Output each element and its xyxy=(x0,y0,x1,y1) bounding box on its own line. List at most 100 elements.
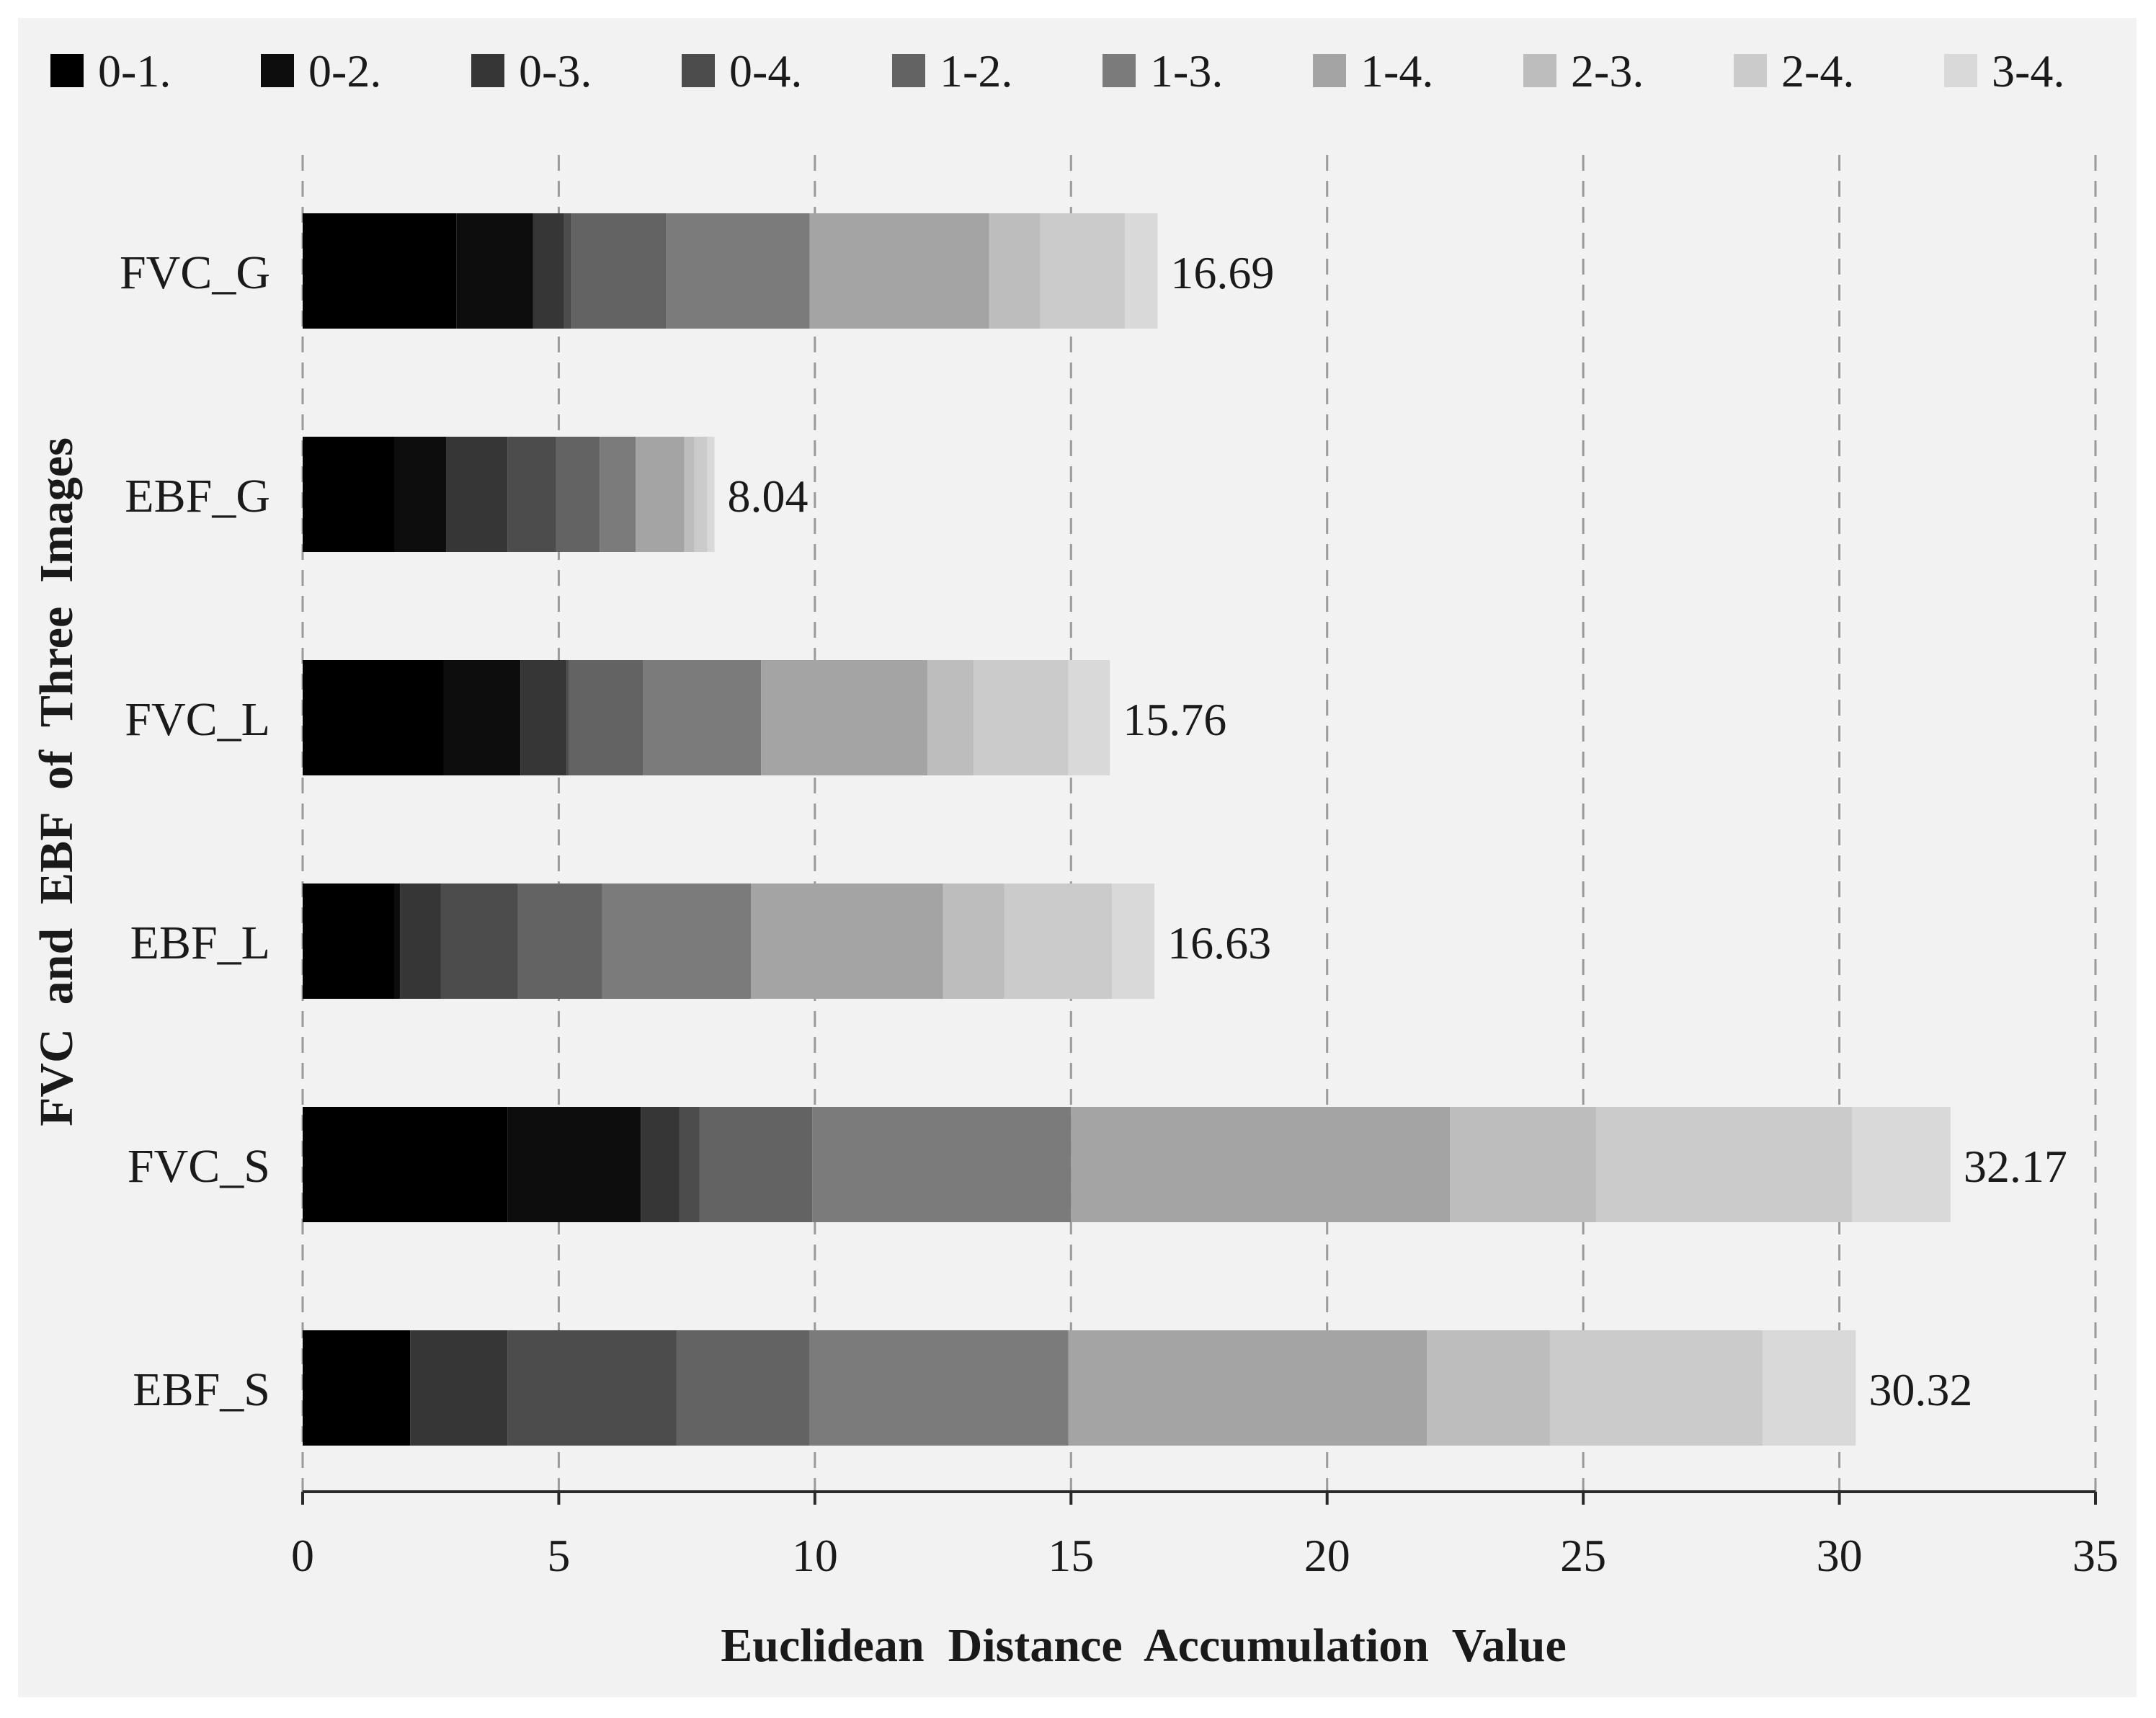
bar-segment xyxy=(533,213,564,329)
bar-segment xyxy=(440,884,518,999)
bar-segment xyxy=(517,884,602,999)
bar-segment xyxy=(751,884,943,999)
legend-label: 0-1. xyxy=(98,45,171,97)
bar-segment xyxy=(666,213,810,329)
bar-segment xyxy=(927,660,974,775)
bar-segment xyxy=(809,213,989,329)
bar-segment xyxy=(520,660,567,775)
y-category-labels: FVC_G EBF_G FVC_L EBF_L FVC_S EBF_S xyxy=(120,246,270,1416)
bar-segment xyxy=(303,1330,411,1446)
legend-label: 1-4. xyxy=(1360,45,1433,97)
legend-swatch xyxy=(1313,54,1346,87)
bar-segment xyxy=(1040,213,1125,329)
legend-label: 0-3. xyxy=(519,45,592,97)
bar-segment xyxy=(1068,1330,1427,1446)
category-label: EBF_S xyxy=(133,1363,270,1416)
bar-segment xyxy=(943,884,1004,999)
legend-label: 2-3. xyxy=(1571,45,1644,97)
bar-segment xyxy=(410,1330,508,1446)
bar-segment xyxy=(1595,1107,1853,1222)
bar-segment xyxy=(443,660,521,775)
bars xyxy=(303,213,1951,1446)
legend-swatch xyxy=(50,54,84,87)
x-tick-label: 10 xyxy=(792,1530,838,1581)
bar-segment xyxy=(602,884,751,999)
y-axis-label: FVC and EBF of Three Images xyxy=(30,437,83,1126)
legend-label: 0-2. xyxy=(308,45,381,97)
total-label: 15.76 xyxy=(1123,694,1226,745)
total-labels: 16.69 8.04 15.76 16.63 32.17 30.32 xyxy=(728,247,2067,1415)
x-axis: 0 5 10 15 20 25 30 35 xyxy=(291,1490,2119,1581)
legend-label: 1-2. xyxy=(940,45,1012,97)
bar-segment xyxy=(679,1107,700,1222)
bar-segment xyxy=(303,213,457,329)
bar-segment xyxy=(564,213,572,329)
total-label: 8.04 xyxy=(728,471,808,522)
legend-swatch xyxy=(1944,54,1977,87)
legend: 0-1. 0-2. 0-3. 0-4. 1-2. 1-3. 1-4. 2-3. 2-4. 3-4. xyxy=(50,45,2064,97)
bar-segment xyxy=(761,660,928,775)
bar-segment xyxy=(571,213,667,329)
bar-segment xyxy=(456,213,533,329)
total-label: 30.32 xyxy=(1868,1364,1972,1415)
bar-segment xyxy=(1004,884,1113,999)
bar-segment xyxy=(974,660,1069,775)
bar-segment xyxy=(303,437,395,552)
category-label: FVC_L xyxy=(125,693,270,746)
legend-swatch xyxy=(892,54,925,87)
category-label: FVC_G xyxy=(120,246,270,299)
bar-segment xyxy=(507,1330,677,1446)
bar-segment xyxy=(394,884,401,999)
grid-lines xyxy=(301,155,2097,1492)
x-tick-label: 5 xyxy=(547,1530,570,1581)
bar-segment xyxy=(303,660,444,775)
bar-segment xyxy=(394,437,447,552)
legend-label: 3-4. xyxy=(1992,45,2064,97)
bar-segment xyxy=(507,1107,641,1222)
bar-segment xyxy=(400,884,441,999)
legend-swatch xyxy=(1734,54,1767,87)
bar-segment xyxy=(694,437,708,552)
x-tick-label: 0 xyxy=(291,1530,314,1581)
category-label: EBF_G xyxy=(125,470,270,522)
legend-swatch xyxy=(1523,54,1556,87)
category-label: EBF_L xyxy=(130,917,270,969)
legend-swatch xyxy=(682,54,715,87)
bar-segment xyxy=(1852,1107,1951,1222)
bar-segment xyxy=(684,437,695,552)
bar-segment xyxy=(303,884,395,999)
legend-label: 1-3. xyxy=(1150,45,1223,97)
x-tick-label: 25 xyxy=(1560,1530,1606,1581)
category-label: FVC_S xyxy=(128,1140,270,1193)
bar-segment xyxy=(1112,884,1155,999)
bar-segment xyxy=(699,1107,813,1222)
x-tick-label: 35 xyxy=(2072,1530,2119,1581)
bar-segment xyxy=(1450,1107,1596,1222)
legend-swatch xyxy=(471,54,504,87)
bar-segment xyxy=(569,660,643,775)
x-tick-label: 20 xyxy=(1304,1530,1350,1581)
bar-segment xyxy=(1427,1330,1550,1446)
bar-segment xyxy=(1071,1107,1451,1222)
bar-segment xyxy=(303,1107,508,1222)
bar-segment xyxy=(1762,1330,1856,1446)
legend-label: 2-4. xyxy=(1781,45,1854,97)
legend-swatch xyxy=(1102,54,1136,87)
bar-segment xyxy=(989,213,1041,329)
bar-segment xyxy=(1124,213,1158,329)
bar-segment xyxy=(566,660,569,775)
total-label: 16.69 xyxy=(1170,247,1274,298)
x-axis-label: Euclidean Distance Accumulation Value xyxy=(721,1619,1566,1672)
bar-segment xyxy=(507,437,556,552)
bar-segment xyxy=(812,1107,1072,1222)
bar-segment xyxy=(556,437,600,552)
bar-segment xyxy=(1068,660,1110,775)
bar-segment xyxy=(643,660,762,775)
bar-segment xyxy=(600,437,636,552)
total-label: 32.17 xyxy=(1964,1141,2067,1192)
x-tick-label: 30 xyxy=(1817,1530,1863,1581)
bar-segment xyxy=(809,1330,1069,1446)
bar-segment xyxy=(1549,1330,1763,1446)
